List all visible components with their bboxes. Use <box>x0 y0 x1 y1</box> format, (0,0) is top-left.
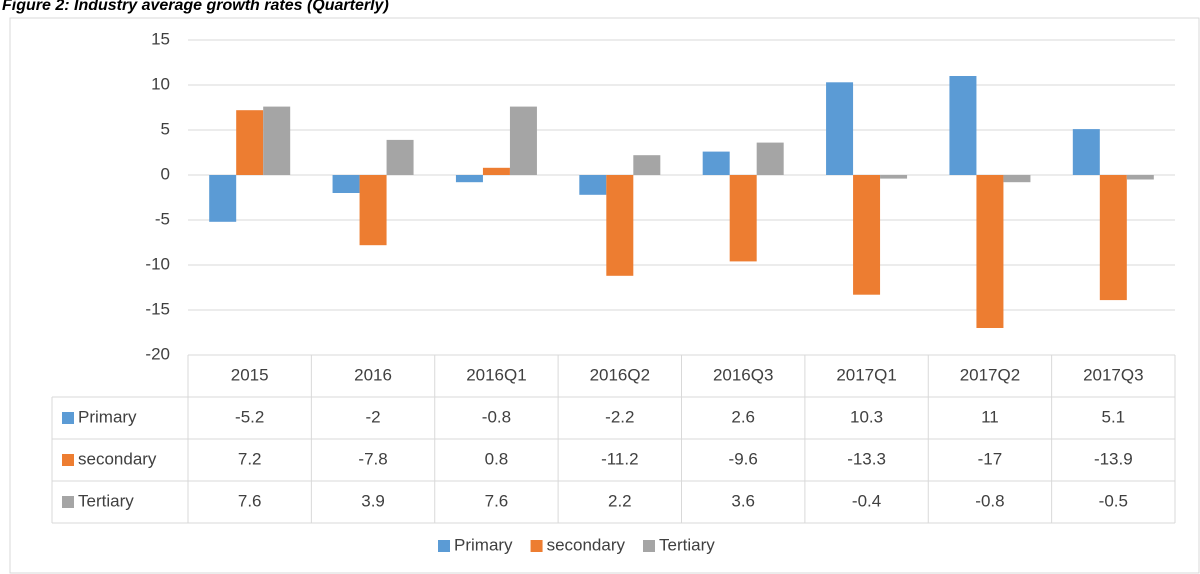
bar <box>579 175 607 195</box>
x-tick-label: 2017Q2 <box>960 365 1021 384</box>
bar <box>949 76 977 175</box>
bar <box>209 175 237 222</box>
y-tick-label: 15 <box>151 29 170 48</box>
bar <box>359 175 387 246</box>
table-key <box>62 454 74 466</box>
bar <box>236 110 264 175</box>
x-tick-label: 2016Q2 <box>590 365 651 384</box>
table-cell: -11.2 <box>601 449 639 468</box>
table-cell: -0.8 <box>975 491 1004 510</box>
table-cell: -0.5 <box>1099 491 1128 510</box>
bar <box>509 106 537 175</box>
table-cell: 2.6 <box>731 407 755 426</box>
bar <box>263 106 291 175</box>
table-cell: -2 <box>366 407 381 426</box>
table-cell: -0.8 <box>482 407 511 426</box>
bar <box>332 175 360 193</box>
legend-label: Tertiary <box>659 535 715 554</box>
bar <box>976 175 1004 328</box>
table-cell: -13.3 <box>847 449 886 468</box>
legend-key <box>643 540 655 552</box>
bar <box>1099 175 1127 301</box>
bar <box>880 175 908 179</box>
bar <box>756 142 784 175</box>
bar <box>633 155 661 175</box>
table-cell: -9.6 <box>729 449 758 468</box>
table-cell: -17 <box>978 449 1003 468</box>
y-tick-label: 5 <box>161 119 170 138</box>
table-cell: -7.8 <box>358 449 387 468</box>
bar <box>482 167 510 175</box>
chart-border <box>9 17 1200 574</box>
table-cell: 3.9 <box>361 491 385 510</box>
bar <box>1003 175 1031 183</box>
table-key <box>62 412 74 424</box>
table-cell: 7.6 <box>238 491 262 510</box>
bar <box>853 175 881 295</box>
table-cell: 2.2 <box>608 491 632 510</box>
y-tick-label: -20 <box>145 344 170 363</box>
y-tick-label: 0 <box>161 164 170 183</box>
table-cell: 11 <box>981 407 999 426</box>
table-cell: -2.2 <box>605 407 634 426</box>
bar <box>606 175 634 276</box>
x-tick-label: 2016Q3 <box>713 365 774 384</box>
bar <box>455 175 483 183</box>
bar <box>702 151 730 175</box>
table-cell: 7.6 <box>485 491 509 510</box>
table-cell: 5.1 <box>1101 407 1125 426</box>
x-tick-label: 2016 <box>354 365 392 384</box>
table-series-label: Primary <box>78 407 137 426</box>
y-tick-label: -10 <box>145 254 170 273</box>
y-tick-label: 10 <box>151 74 170 93</box>
bar <box>1126 175 1154 180</box>
y-tick-label: -5 <box>155 209 170 228</box>
table-series-label: secondary <box>78 449 157 468</box>
legend-key <box>438 540 450 552</box>
legend-label: secondary <box>547 535 626 554</box>
x-tick-label: 2017Q1 <box>836 365 897 384</box>
x-tick-label: 2015 <box>231 365 269 384</box>
legend-label: Primary <box>454 535 513 554</box>
chart-title: Figure 2: Industry average growth rates … <box>2 0 389 14</box>
table-cell: -13.9 <box>1094 449 1133 468</box>
bar <box>386 139 414 175</box>
bar <box>1072 129 1100 175</box>
bar <box>826 82 854 175</box>
x-tick-label: 2017Q3 <box>1083 365 1144 384</box>
table-cell: -5.2 <box>235 407 264 426</box>
bar <box>729 175 757 262</box>
table-cell: 10.3 <box>850 407 883 426</box>
x-tick-label: 2016Q1 <box>466 365 527 384</box>
table-series-label: Tertiary <box>78 491 134 510</box>
table-cell: 0.8 <box>485 449 509 468</box>
table-cell: -0.4 <box>852 491 881 510</box>
table-key <box>62 496 74 508</box>
table-cell: 7.2 <box>238 449 262 468</box>
table-cell: 3.6 <box>731 491 755 510</box>
legend-key <box>530 540 543 552</box>
y-tick-label: -15 <box>145 299 170 318</box>
